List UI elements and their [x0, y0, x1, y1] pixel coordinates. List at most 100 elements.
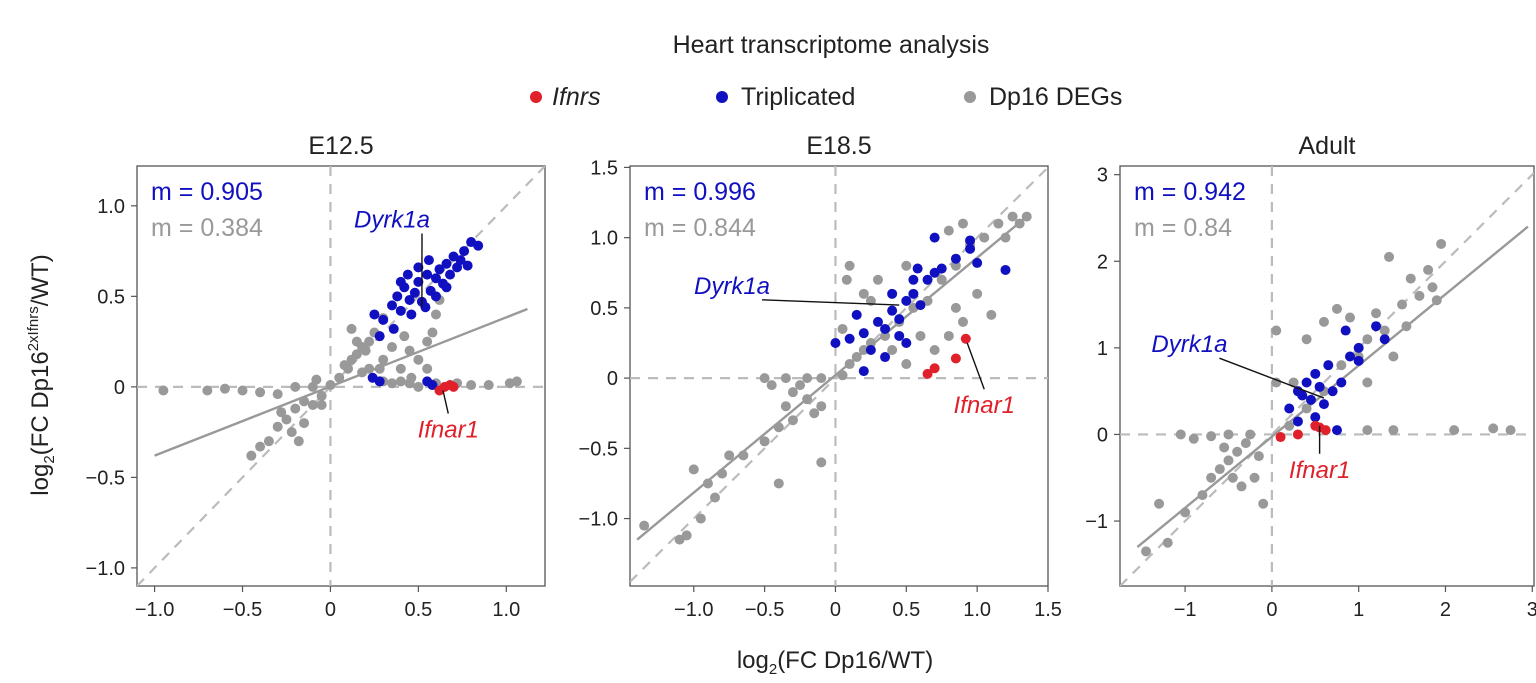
- x-tick-label: −0.5: [745, 599, 784, 621]
- triplicated-point: [872, 316, 883, 327]
- deg-point: [950, 260, 961, 271]
- gene-leader-line: [761, 299, 900, 306]
- triplicated-point: [404, 294, 415, 305]
- y-axis-label-rest: /WT): [27, 254, 54, 306]
- triplicated-point: [887, 288, 898, 299]
- x-tick-label: 0: [830, 599, 841, 621]
- triplicated-point: [1371, 321, 1382, 332]
- deg-point: [281, 414, 292, 425]
- deg-point: [293, 436, 304, 447]
- deg-point: [1206, 431, 1217, 442]
- triplicated-point: [434, 264, 445, 275]
- legend-label-ifnrs: Ifnrs: [552, 83, 601, 111]
- triplicated-point: [1336, 377, 1347, 388]
- deg-point: [809, 408, 820, 419]
- deg-point: [1423, 264, 1434, 275]
- deg-point: [299, 418, 310, 429]
- y-tick-label: −0.5: [86, 467, 125, 489]
- x-tick-label: 1: [1353, 599, 1364, 621]
- deg-point: [378, 354, 389, 365]
- deg-point: [346, 323, 357, 334]
- deg-point: [681, 530, 692, 541]
- triplicated-point: [1323, 360, 1334, 371]
- triplicated-point: [851, 309, 862, 320]
- x-tick-label: 3: [1527, 599, 1536, 621]
- deg-point: [901, 260, 912, 271]
- deg-point: [1414, 290, 1425, 301]
- deg-point: [1384, 251, 1395, 262]
- deg-point: [1240, 438, 1251, 449]
- triplicated-point: [887, 305, 898, 316]
- gene-leader-line: [966, 342, 985, 390]
- triplicated-point: [441, 258, 452, 269]
- deg-point: [979, 232, 990, 243]
- slope-triplicated: m = 0.996: [644, 178, 756, 206]
- x-tick-label: 0: [325, 599, 336, 621]
- deg-point: [483, 380, 494, 391]
- triplicated-point: [972, 257, 983, 268]
- identity-line: [1120, 172, 1534, 586]
- deg-point: [936, 274, 947, 285]
- ifnrs-point: [448, 381, 459, 392]
- y-tick-label: 0: [607, 368, 618, 390]
- x-tick-label: 1.0: [492, 599, 520, 621]
- deg-point: [351, 336, 362, 347]
- deg-point: [413, 381, 424, 392]
- triplicated-point: [406, 309, 417, 320]
- triplicated-point: [908, 274, 919, 285]
- x-axis-label-subscript: 2: [769, 661, 777, 678]
- x-tick-label: 0: [1266, 599, 1277, 621]
- triplicated-point: [1314, 381, 1325, 392]
- deg-point: [759, 436, 770, 447]
- deg-point: [1331, 303, 1342, 314]
- triplicated-point: [1379, 334, 1390, 345]
- deg-point: [1427, 282, 1438, 293]
- deg-point: [1505, 425, 1516, 436]
- y-tick-label: 0: [114, 377, 125, 399]
- deg-point: [1379, 325, 1390, 336]
- deg-point: [427, 327, 438, 338]
- triplicated-point: [965, 235, 976, 246]
- deg-point: [950, 302, 961, 313]
- triplicated-point: [388, 323, 399, 334]
- deg-point: [1154, 498, 1165, 509]
- triplicated-point: [1318, 399, 1329, 410]
- deg-point: [334, 372, 345, 383]
- triplicated-point: [374, 376, 385, 387]
- deg-point: [901, 359, 912, 370]
- deg-point: [255, 387, 266, 398]
- deg-point: [1227, 472, 1238, 483]
- triplicated-point: [1301, 377, 1312, 388]
- deg-point: [276, 407, 287, 418]
- gene-leader-line: [442, 390, 449, 414]
- y-tick-label: 1.5: [590, 157, 618, 179]
- triplicated-point: [901, 337, 912, 348]
- deg-point: [1405, 273, 1416, 284]
- deg-point: [837, 323, 848, 334]
- legend-marker-ifnrs: [530, 91, 542, 103]
- deg-point: [351, 349, 362, 360]
- panel-adult: Adult −1 0 1 2 3 −1 0 1 2 3 m = 0.942 m = 0.84 Dyrk1a…: [1085, 132, 1536, 621]
- y-tick-label: 1.0: [590, 228, 618, 250]
- x-tick-label: 1.5: [1034, 599, 1062, 621]
- x-tick-label: 2: [1440, 599, 1451, 621]
- ifnrs-point: [960, 333, 971, 344]
- deg-point: [1371, 308, 1382, 319]
- deg-point: [395, 363, 406, 374]
- triplicated-point: [912, 263, 923, 274]
- deg-point: [915, 330, 926, 341]
- triplicated-point: [423, 255, 434, 266]
- y-axis-label-subscript: 2: [41, 455, 58, 463]
- points: [636, 211, 1032, 545]
- deg-point: [1258, 498, 1269, 509]
- triplicated-point: [844, 333, 855, 344]
- triplicated-point: [374, 331, 385, 342]
- deg-point: [1362, 334, 1373, 345]
- panel-e18-5: E18.5 −1.0 −0.5 0 0.5 1.0 1.5 −1.0 −0.5 0 0.5 1.0 1.…: [579, 132, 1062, 621]
- slope-degs: m = 0.844: [644, 214, 756, 242]
- y-tick-label: 0.5: [97, 286, 125, 308]
- deg-point: [395, 376, 406, 387]
- ifnrs-point: [1275, 432, 1286, 443]
- triplicated-point: [413, 262, 424, 273]
- deg-point: [688, 464, 699, 475]
